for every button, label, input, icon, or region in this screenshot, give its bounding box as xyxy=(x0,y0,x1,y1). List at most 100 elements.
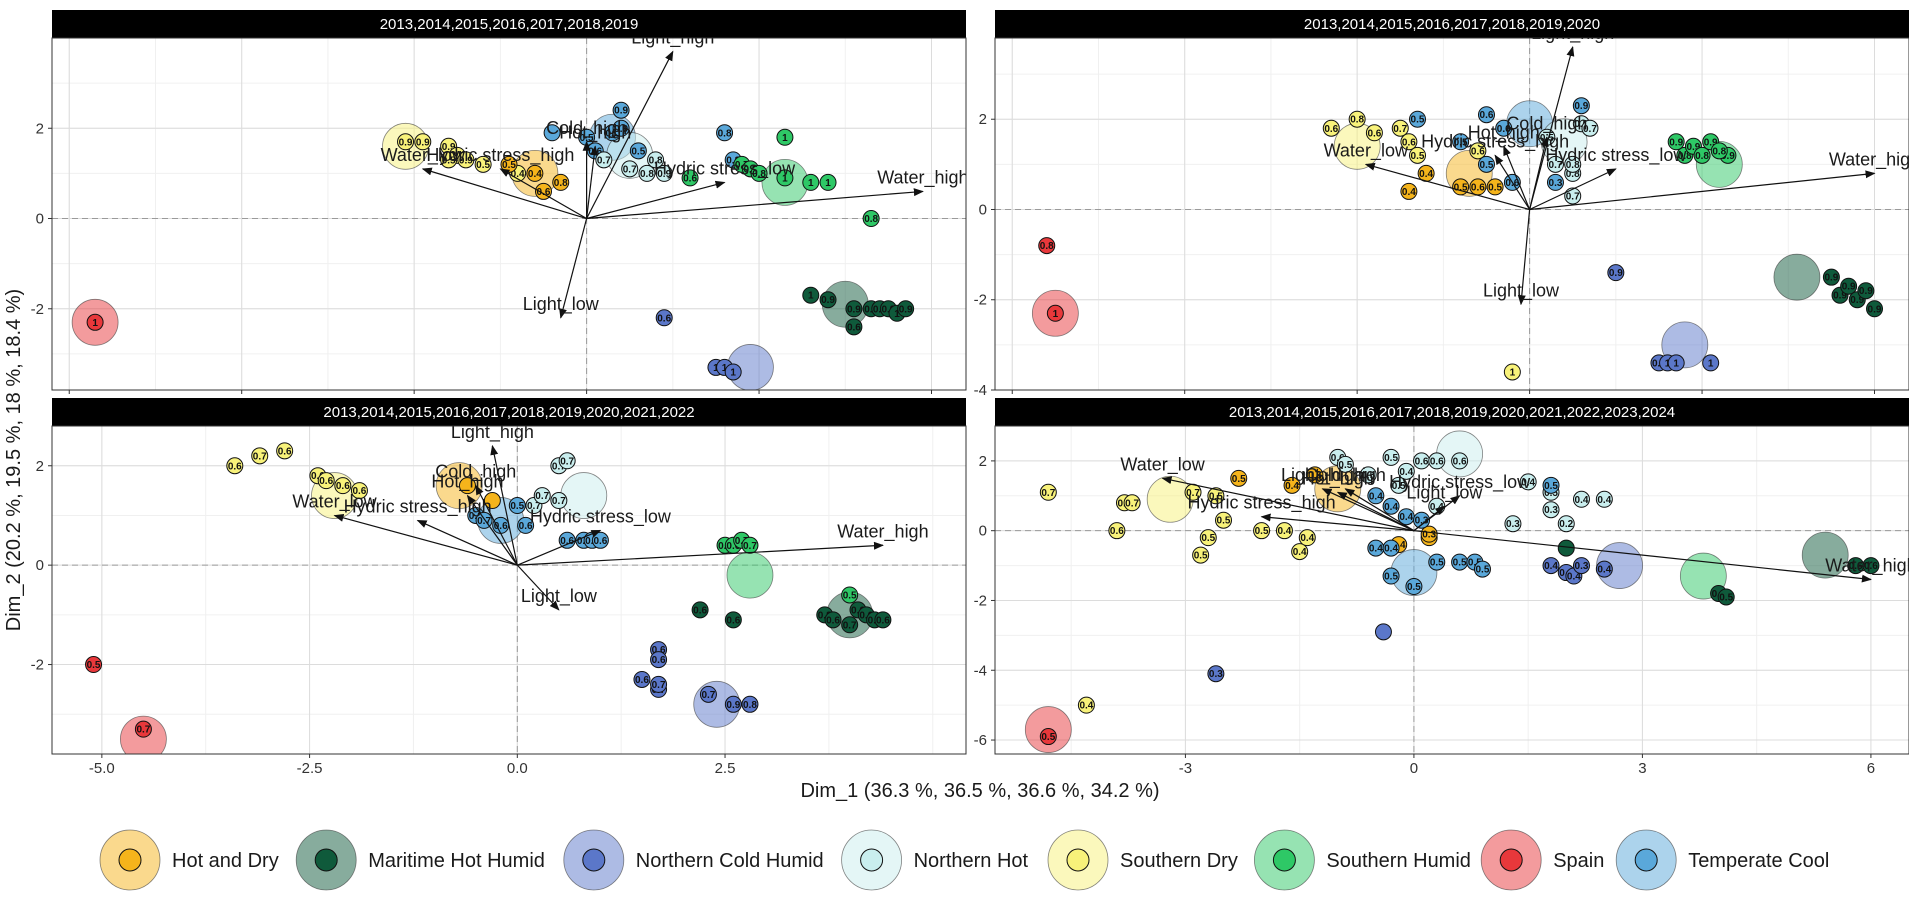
data-point-label: 0.5 xyxy=(1384,572,1398,583)
variable-label: Cold_high xyxy=(1305,465,1386,486)
data-point-label: 0.7 xyxy=(1549,160,1563,171)
variable-label: Light_high xyxy=(1531,23,1614,44)
data-point-label: 0.4 xyxy=(1597,565,1611,576)
data-point-label: 0.6 xyxy=(1471,146,1485,157)
data-point-label: 0.9 xyxy=(1609,268,1623,279)
data-point xyxy=(638,164,656,182)
x-tick-label: -3 xyxy=(1179,760,1192,777)
data-point xyxy=(533,487,551,505)
variable-arrow xyxy=(466,494,518,566)
data-point xyxy=(1409,146,1427,164)
data-point xyxy=(1542,476,1560,494)
data-point-label: 0.8 xyxy=(1040,241,1054,252)
variable-arrow xyxy=(1503,145,1531,210)
data-point xyxy=(1840,277,1858,295)
data-point-label: 0.9 xyxy=(1842,282,1856,293)
data-point xyxy=(750,164,768,182)
data-point xyxy=(650,651,668,669)
y-tick-label: 2 xyxy=(36,120,44,137)
data-point xyxy=(1207,487,1225,505)
variable-arrow xyxy=(1260,513,1414,532)
variable-label: Water_high xyxy=(837,521,928,542)
data-point-label: 0.8 xyxy=(1695,151,1709,162)
data-point xyxy=(1291,543,1309,561)
data-point-label: 0.6 xyxy=(1471,182,1485,193)
variable-arrow xyxy=(1336,491,1415,532)
data-point xyxy=(802,286,820,304)
data-point-label: 0.7 xyxy=(735,536,749,547)
data-point xyxy=(841,586,859,604)
data-point-label: 0.5 xyxy=(1411,151,1425,162)
data-point-label: 0.4 xyxy=(1384,544,1398,555)
data-point-label: 0.4 xyxy=(1369,544,1383,555)
data-point xyxy=(1253,522,1271,540)
legend-key-dot xyxy=(1066,848,1090,872)
data-point-label: 0.5 xyxy=(1719,592,1733,603)
data-point-label: 0.9 xyxy=(1574,119,1588,130)
data-point-label: 0.6 xyxy=(657,313,671,324)
variable-label: Light_high xyxy=(1281,465,1364,486)
data-point-label: 0.9 xyxy=(726,700,740,711)
data-point xyxy=(1199,529,1217,547)
y-axis-title: Dim_2 (20.2 %, 19.5 %, 18 %, 18.4 %) xyxy=(3,289,25,631)
y-tick-label: 0 xyxy=(36,557,44,574)
data-point-label: 0.9 xyxy=(1721,151,1735,162)
data-point-label: 0.6 xyxy=(635,675,649,686)
data-point-label: 0.7 xyxy=(735,160,749,171)
plot-border xyxy=(51,425,967,755)
data-point-label: 0.4 xyxy=(1079,701,1093,712)
data-point xyxy=(724,695,742,713)
data-point-label: 0.4 xyxy=(1419,169,1433,180)
data-point-label: 0.6 xyxy=(1331,453,1345,464)
data-point-label: 0.6 xyxy=(726,541,740,552)
x-tick-label: 3 xyxy=(1638,760,1646,777)
data-point xyxy=(1382,567,1400,585)
data-point-label: 0.6 xyxy=(847,322,861,333)
data-point xyxy=(526,164,544,182)
data-point-label: 0.4 xyxy=(1402,187,1416,198)
variable-arrow xyxy=(517,529,602,566)
data-point-label: 0.9 xyxy=(821,295,835,306)
variable-label: Hydric stress_low xyxy=(1389,472,1531,493)
x-tick-label: 0.0 xyxy=(507,760,528,777)
data-point xyxy=(543,124,561,142)
data-point-label: 0.5 xyxy=(1453,558,1467,569)
variable-arrow xyxy=(586,188,924,220)
data-point xyxy=(741,536,759,554)
data-point xyxy=(1451,452,1469,470)
x-tick-label: 2.5 xyxy=(715,760,736,777)
data-point xyxy=(397,133,415,151)
data-point-label: 0.3 xyxy=(1544,505,1558,516)
data-point xyxy=(1397,462,1415,480)
data-point-label: 1 xyxy=(1673,358,1679,369)
data-point-label: 1 xyxy=(722,363,728,374)
data-point xyxy=(1413,511,1431,529)
data-point xyxy=(724,363,742,381)
variable-label: Cold_high xyxy=(1506,113,1587,134)
data-point xyxy=(1710,142,1728,160)
data-point xyxy=(1546,173,1564,191)
facet-strip-title: 2013,2014,2015,2016,2017,2018,2019,2020,… xyxy=(1229,404,1675,421)
variable-label: Hydric stress_high xyxy=(426,145,574,166)
variable-label: Water_low xyxy=(1324,140,1409,161)
data-point xyxy=(1667,354,1685,372)
data-point xyxy=(1857,282,1875,300)
data-point-label: 0.6 xyxy=(560,536,574,547)
data-point-label: 0.6 xyxy=(1453,456,1467,467)
variable-label: Hydric stress_low xyxy=(1545,145,1687,166)
data-point-label: 0.5 xyxy=(631,146,645,157)
data-point xyxy=(1298,529,1316,547)
variable-label: Water_low xyxy=(381,145,466,166)
data-point xyxy=(1207,665,1225,683)
variable-label: Hydric stress_low xyxy=(530,506,672,527)
panel-3: 2013,2014,2015,2016,2017,2018,2019,2020,… xyxy=(31,398,967,777)
data-point-label: 0.8 xyxy=(1566,160,1580,171)
plot-area: 10.9 0.9 0.90.90.9 0.50.50.40.50.40.60.80.5… xyxy=(52,38,966,390)
data-point-label: 0.5 xyxy=(1194,551,1208,562)
data-point xyxy=(474,155,492,173)
data-point-label: 0.8 xyxy=(743,700,757,711)
legend-label: Temperate Cool xyxy=(1688,850,1829,872)
data-point xyxy=(1486,178,1504,196)
data-point-label: 0.9 xyxy=(416,137,430,148)
data-point xyxy=(1477,106,1495,124)
